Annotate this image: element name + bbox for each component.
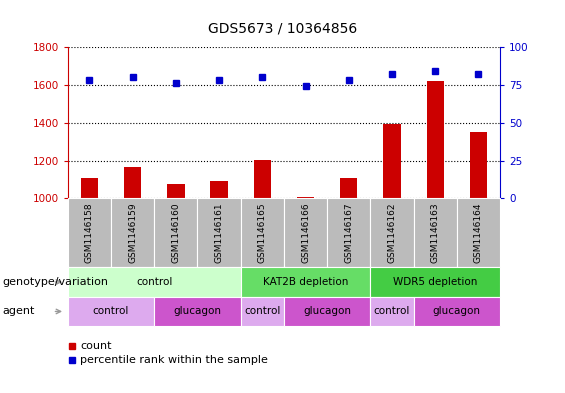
Text: GSM1146160: GSM1146160 xyxy=(171,202,180,263)
Text: percentile rank within the sample: percentile rank within the sample xyxy=(80,354,268,365)
Text: WDR5 depletion: WDR5 depletion xyxy=(393,277,477,287)
Text: control: control xyxy=(136,277,172,287)
Text: count: count xyxy=(80,341,112,351)
Text: control: control xyxy=(93,307,129,316)
Text: GSM1146159: GSM1146159 xyxy=(128,202,137,263)
Text: GSM1146158: GSM1146158 xyxy=(85,202,94,263)
Text: GSM1146166: GSM1146166 xyxy=(301,202,310,263)
Bar xyxy=(167,184,185,198)
Text: control: control xyxy=(244,307,280,316)
Bar xyxy=(124,167,141,198)
Bar xyxy=(340,178,358,198)
Bar xyxy=(427,81,444,198)
Bar xyxy=(470,132,487,198)
Text: GSM1146167: GSM1146167 xyxy=(344,202,353,263)
Text: genotype/variation: genotype/variation xyxy=(3,277,109,287)
Text: GSM1146165: GSM1146165 xyxy=(258,202,267,263)
Bar xyxy=(383,124,401,198)
Text: control: control xyxy=(374,307,410,316)
Bar xyxy=(210,182,228,198)
Text: glucagon: glucagon xyxy=(433,307,481,316)
Text: glucagon: glucagon xyxy=(303,307,351,316)
Text: GSM1146163: GSM1146163 xyxy=(431,202,440,263)
Text: GSM1146162: GSM1146162 xyxy=(388,203,397,263)
Text: KAT2B depletion: KAT2B depletion xyxy=(263,277,348,287)
Text: GSM1146161: GSM1146161 xyxy=(215,202,224,263)
Bar xyxy=(297,196,314,198)
Bar xyxy=(81,178,98,198)
Text: GSM1146164: GSM1146164 xyxy=(474,203,483,263)
Bar xyxy=(254,160,271,198)
Text: agent: agent xyxy=(3,307,35,316)
Text: glucagon: glucagon xyxy=(173,307,221,316)
Text: GDS5673 / 10364856: GDS5673 / 10364856 xyxy=(208,22,357,36)
